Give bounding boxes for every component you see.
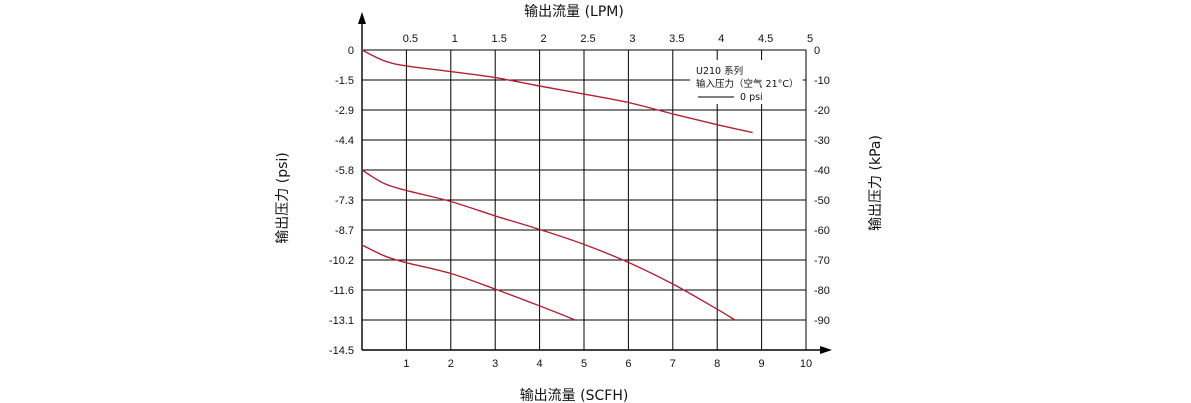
y-right-tick-label: -60 [814, 225, 830, 237]
tick-labels: 1 2 3 4 5 6 7 8 9 100.5 1 1.5 2 2.5 3 3.5 4 4.5 50-1.5-2.9… [329, 33, 830, 370]
x-bottom-tick-label: 10 [800, 358, 812, 370]
y-right-tick-label: 0 [814, 45, 820, 57]
y-left-axis-title: 输出压力 (psi) [275, 152, 291, 243]
x-axis-arrow-icon [820, 346, 832, 354]
legend-entry: 0 psi [740, 92, 763, 103]
x-bottom-tick-label: 9 [759, 358, 765, 370]
series-lines [361, 49, 753, 321]
series-line [361, 169, 736, 321]
x-top-tick-label: 1.5 [492, 33, 507, 45]
y-right-tick-label: -90 [814, 315, 830, 327]
x-top-tick-label: 3.5 [669, 33, 684, 45]
axes [358, 12, 832, 354]
y-left-tick-label: -7.3 [335, 195, 354, 207]
x-top-tick-label: 5 [807, 33, 813, 45]
y-left-tick-label: 0 [348, 45, 354, 57]
legend-title: U210 系列 [696, 65, 743, 77]
x-top-tick-label: 2.5 [580, 33, 595, 45]
x-bottom-tick-label: 5 [581, 358, 587, 370]
x-top-axis-title: 输出流量 (LPM) [524, 4, 624, 20]
y-left-tick-label: -1.5 [335, 75, 354, 87]
y-left-tick-label: -8.7 [335, 225, 354, 237]
x-bottom-tick-label: 7 [670, 358, 676, 370]
x-top-tick-label: 3 [629, 33, 635, 45]
y-left-tick-label: -13.1 [329, 315, 354, 327]
y-right-tick-label: -70 [814, 255, 830, 267]
legend-subtitle: 输入压力（空气 21°C） [696, 78, 799, 90]
series-line [361, 49, 753, 134]
x-bottom-tick-label: 1 [403, 358, 409, 370]
x-top-tick-label: 0.5 [403, 33, 418, 45]
x-top-tick-label: 1 [452, 33, 458, 45]
y-right-tick-label: -50 [814, 195, 830, 207]
y-left-tick-label: -2.9 [335, 105, 354, 117]
legend: U210 系列 输入压力（空气 21°C） 0 psi [690, 60, 803, 104]
y-left-tick-label: -4.4 [335, 135, 354, 147]
y-right-tick-label: -80 [814, 285, 830, 297]
x-bottom-axis-title: 输出流量 (SCFH) [520, 388, 629, 403]
y-right-tick-label: -20 [814, 105, 830, 117]
y-left-tick-label: -14.5 [329, 345, 354, 357]
y-axis-arrow-icon [358, 12, 366, 24]
y-left-tick-label: -11.6 [330, 285, 354, 297]
x-bottom-tick-label: 3 [492, 358, 498, 370]
y-right-tick-label: -30 [814, 135, 830, 147]
x-top-tick-label: 4 [718, 33, 724, 45]
y-right-tick-label: -10 [814, 75, 830, 87]
x-top-tick-label: 4.5 [758, 33, 773, 45]
x-top-tick-label: 2 [541, 33, 547, 45]
series-line [361, 244, 576, 321]
grid [362, 50, 807, 350]
x-bottom-tick-label: 4 [537, 358, 543, 370]
y-right-axis-title: 输出压力 (kPa) [868, 135, 884, 231]
x-bottom-tick-label: 2 [448, 358, 454, 370]
y-left-tick-label: -5.8 [335, 165, 354, 177]
y-right-tick-label: -40 [814, 165, 830, 177]
y-left-tick-label: -10.2 [329, 255, 354, 267]
x-bottom-tick-label: 6 [625, 358, 631, 370]
x-bottom-tick-label: 8 [714, 358, 720, 370]
